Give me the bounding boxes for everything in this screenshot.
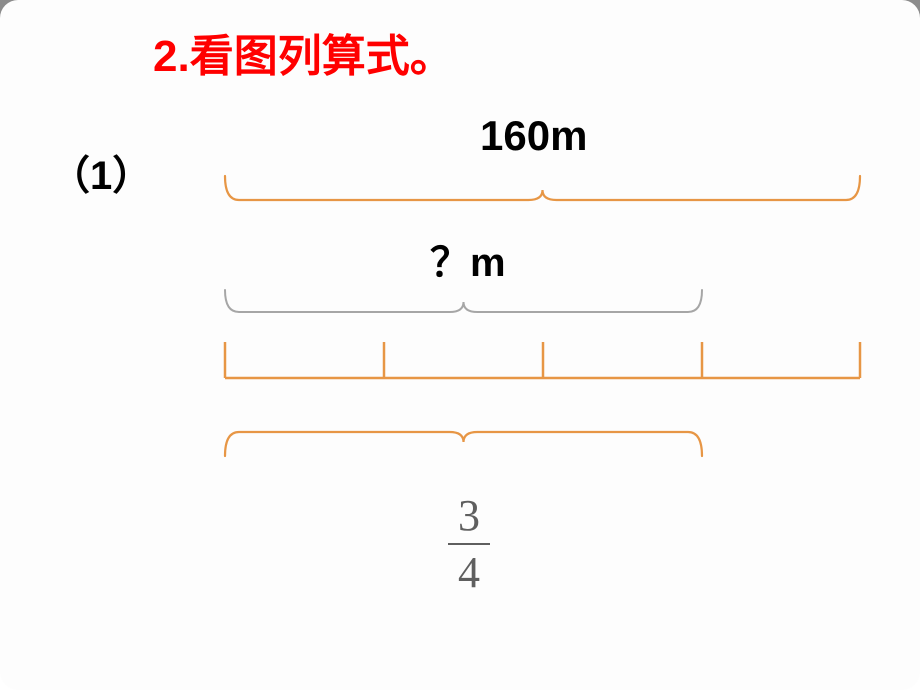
diagram-svg <box>0 0 920 690</box>
